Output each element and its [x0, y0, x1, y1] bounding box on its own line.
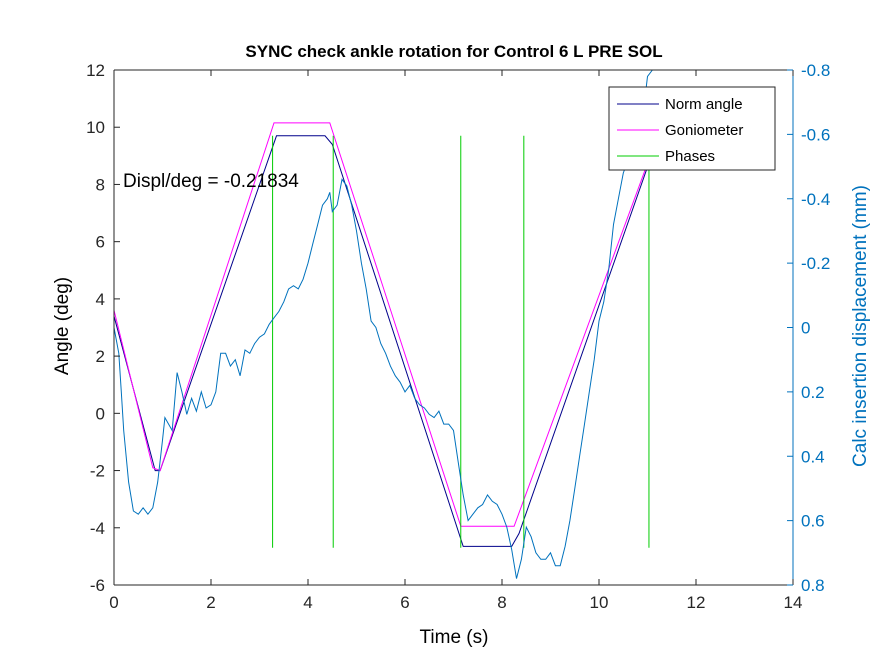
series-calc-insertion-displacement-line — [113, 69, 653, 579]
y-tick-label: -4 — [90, 519, 105, 538]
y-tick-label: 10 — [86, 118, 105, 137]
x-axis-label: Time (s) — [420, 627, 489, 648]
y2-tick-label: 0.4 — [801, 447, 825, 466]
y-tick-label: 8 — [96, 175, 105, 194]
y-tick-label: 2 — [96, 347, 105, 366]
plot-layer: 0 2 4 6 8 10 12 14 -6 -4 -2 0 2 4 6 8 10 12 0.8 0.6 0.4 0.2 0 -… — [86, 61, 830, 612]
x-tick-label: 14 — [784, 593, 803, 612]
y-tick-label: -2 — [90, 462, 105, 481]
y2-tick-label: -0.8 — [801, 61, 830, 80]
y-tick-label: -6 — [90, 576, 105, 595]
x-tick-label: 10 — [590, 593, 609, 612]
x-tick-label: 0 — [109, 593, 118, 612]
y-tick-label: 4 — [96, 290, 105, 309]
y2-tick-label: -0.6 — [801, 125, 830, 144]
y2-axis-label: Calc insertion displacement (mm) — [850, 185, 871, 467]
chart-title: SYNC check ankle rotation for Control 6 … — [245, 42, 662, 61]
annotation-displ-per-deg: Displ/deg = -0.21834 — [123, 171, 299, 192]
y2-tick-label: -0.2 — [801, 254, 830, 273]
series-norm-angle-line — [113, 135, 653, 547]
legend-label-phases: Phases — [665, 148, 715, 165]
y2-tick-label: -0.4 — [801, 190, 830, 209]
x-tick-label: 12 — [687, 593, 706, 612]
y2-tick-label: 0.8 — [801, 576, 825, 595]
y-tick-label: 6 — [96, 233, 105, 252]
x-tick-label: 4 — [303, 593, 312, 612]
legend-label-goniometer: Goniometer — [665, 122, 743, 139]
y2-tick-label: 0.6 — [801, 512, 825, 531]
legend-label-norm-angle: Norm angle — [665, 96, 743, 113]
x-tick-label: 6 — [400, 593, 409, 612]
x-tick-label: 8 — [497, 593, 506, 612]
y2-tick-label: 0.2 — [801, 383, 825, 402]
y-tick-label: 12 — [86, 61, 105, 80]
y2-tick-label: 0 — [801, 319, 810, 338]
x-tick-label: 2 — [206, 593, 215, 612]
series-goniometer-line — [113, 122, 653, 527]
y-tick-label: 0 — [96, 404, 105, 423]
y-axis-label: Angle (deg) — [52, 277, 73, 375]
